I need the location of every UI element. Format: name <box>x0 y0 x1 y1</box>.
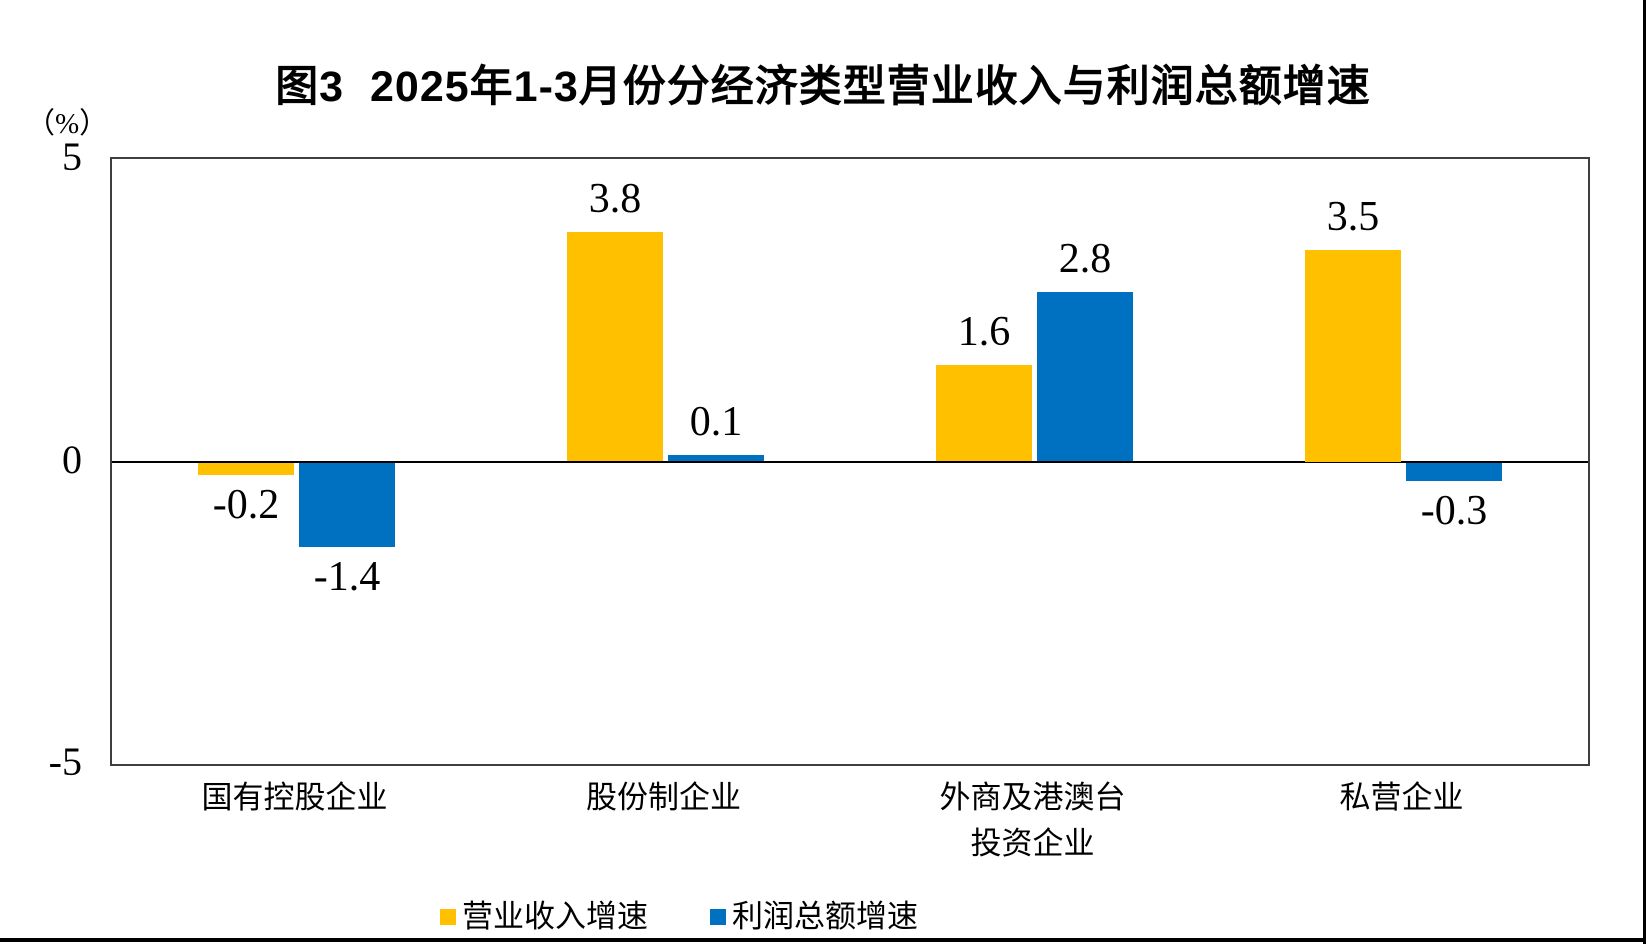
plot-area: -0.2 3.8 1.6 3.5 -1.4 0.1 2.8 -0.3 <box>110 157 1590 766</box>
bar-profit-growth-cat3 <box>1406 462 1502 481</box>
legend: 营业收入增速 利润总额增速 <box>440 898 918 936</box>
y-axis-unit-label: （%） <box>26 108 109 140</box>
bar-value-label: 3.8 <box>588 175 642 222</box>
bar-value-label: -0.3 <box>1420 487 1488 534</box>
bar-profit-growth-cat0 <box>299 462 395 548</box>
legend-swatch-icon <box>710 909 726 925</box>
bar-revenue-growth-cat3 <box>1305 249 1401 462</box>
bar-profit-growth-cat2 <box>1037 292 1133 462</box>
bar-value-label: 2.8 <box>1058 236 1112 283</box>
legend-label: 利润总额增速 <box>732 899 918 934</box>
bar-value-label: -1.4 <box>313 554 381 601</box>
category-label: 股份制企业 <box>586 780 741 815</box>
bar-value-label: 0.1 <box>689 399 743 446</box>
bar-revenue-growth-cat1 <box>567 231 663 462</box>
zero-axis-line <box>112 460 1588 463</box>
legend-item-revenue-growth: 营业收入增速 <box>440 898 648 936</box>
bar-revenue-growth-cat0 <box>198 462 294 475</box>
category-label: 国有控股企业 <box>201 780 388 815</box>
legend-swatch-icon <box>440 909 456 925</box>
bar-revenue-growth-cat2 <box>936 364 1032 462</box>
chart-title: 图3 2025年1-3月份分经济类型营业收入与利润总额增速 <box>275 63 1371 111</box>
category-label: 外商及港澳台 投资企业 <box>939 780 1126 861</box>
plot-layer: -0.2 3.8 1.6 3.5 -1.4 0.1 2.8 -0.3 <box>112 159 1588 764</box>
y-tick-label: -5 <box>48 739 82 784</box>
image-bottom-border <box>0 938 1646 942</box>
legend-item-profit-growth: 利润总额增速 <box>710 898 918 936</box>
bar-value-label: 1.6 <box>957 308 1011 355</box>
image-right-border <box>1643 0 1646 944</box>
bar-value-label: -0.2 <box>212 481 280 528</box>
y-tick-label: 5 <box>62 134 82 179</box>
bar-profit-growth-cat1 <box>668 455 764 462</box>
category-label: 私营企业 <box>1339 780 1464 815</box>
bar-value-label: 3.5 <box>1326 193 1380 240</box>
legend-label: 营业收入增速 <box>462 899 648 934</box>
y-tick-label: 0 <box>62 436 82 482</box>
